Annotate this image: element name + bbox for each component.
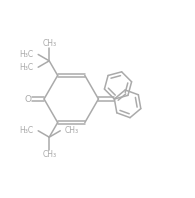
Text: CH₃: CH₃ <box>42 149 56 159</box>
Text: CH₃: CH₃ <box>42 39 56 49</box>
Text: H₃C: H₃C <box>19 63 33 72</box>
Text: H₃C: H₃C <box>19 50 33 59</box>
Text: CH₃: CH₃ <box>65 126 79 135</box>
Text: O: O <box>24 94 31 104</box>
Text: H₃C: H₃C <box>19 126 34 135</box>
